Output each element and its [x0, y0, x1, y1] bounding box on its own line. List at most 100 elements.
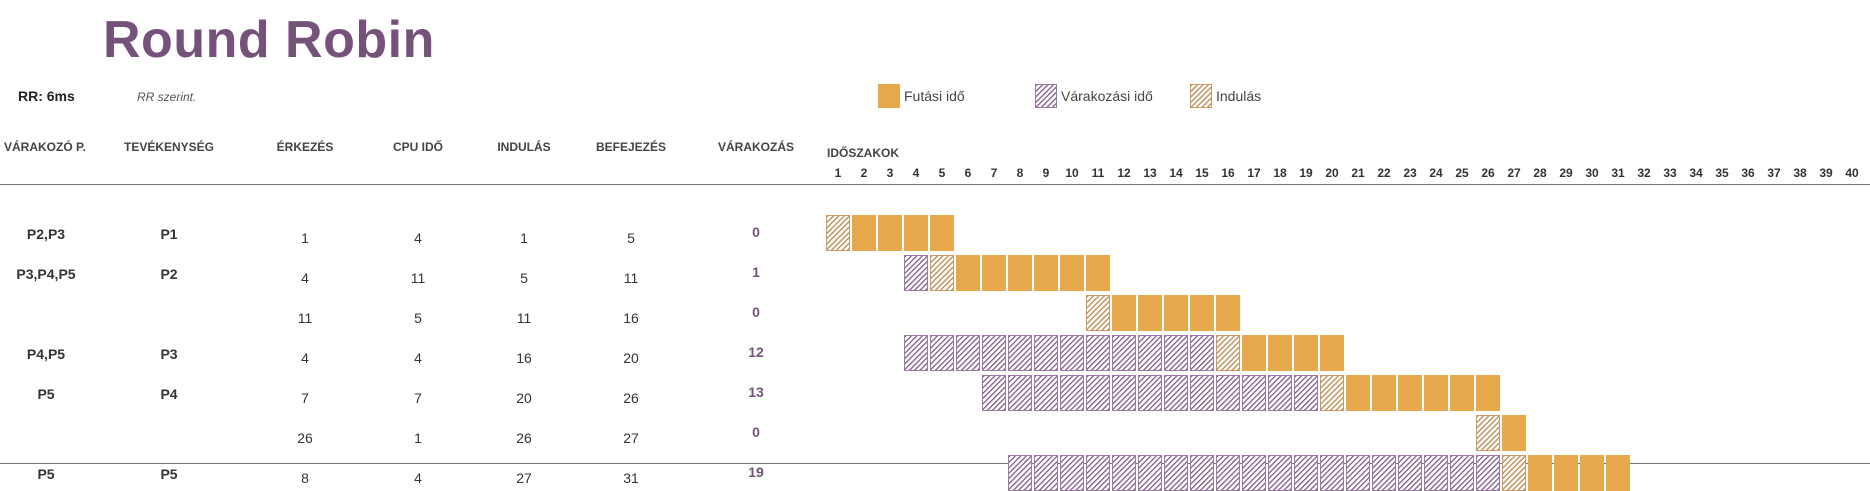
run-block — [930, 215, 954, 251]
wait-block — [1320, 455, 1344, 491]
start-block — [1216, 335, 1240, 371]
cpu-time-cell: 4 — [414, 230, 422, 246]
cpu-time-cell: 7 — [414, 390, 422, 406]
waiting-cell: 0 — [752, 224, 760, 240]
end-cell: 26 — [623, 390, 639, 406]
time-tick: 28 — [1533, 166, 1547, 180]
wait-block — [1060, 455, 1084, 491]
time-tick: 4 — [912, 166, 920, 180]
time-tick: 21 — [1351, 166, 1365, 180]
wait-block — [1242, 375, 1266, 411]
wait-block — [1164, 375, 1188, 411]
time-tick: 14 — [1169, 166, 1183, 180]
time-tick: 13 — [1143, 166, 1157, 180]
waiting-cell: 12 — [748, 344, 764, 360]
start-cell: 11 — [516, 310, 532, 326]
end-cell: 27 — [623, 430, 639, 446]
wait-block — [1034, 335, 1058, 371]
page-title: Round Robin — [103, 11, 435, 69]
legend-run-label: Futási idő — [904, 88, 965, 104]
wait-block — [1060, 375, 1084, 411]
start-cell: 16 — [516, 350, 532, 366]
wait-block — [930, 335, 954, 371]
arrival-cell: 1 — [301, 230, 309, 246]
time-tick: 25 — [1455, 166, 1469, 180]
end-cell: 5 — [627, 230, 635, 246]
time-tick: 6 — [964, 166, 972, 180]
waiting-cell: 13 — [748, 384, 764, 400]
waiting-cell: 0 — [752, 304, 760, 320]
wait-block — [1034, 375, 1058, 411]
run-block — [1060, 255, 1084, 291]
header-arrival: ÉRKEZÉS — [276, 140, 334, 154]
run-block — [956, 255, 980, 291]
run-block — [1528, 455, 1552, 491]
wait-block — [1476, 455, 1500, 491]
wait-block — [1086, 335, 1110, 371]
time-tick: 16 — [1221, 166, 1235, 180]
time-tick: 35 — [1715, 166, 1729, 180]
wait-block — [1086, 455, 1110, 491]
wait-block — [1164, 455, 1188, 491]
run-block — [1606, 455, 1630, 491]
end-cell: 31 — [623, 470, 639, 486]
time-tick: 24 — [1429, 166, 1443, 180]
wait-block — [1294, 455, 1318, 491]
run-block — [878, 215, 902, 251]
run-block — [852, 215, 876, 251]
time-tick: 22 — [1377, 166, 1391, 180]
wait-block — [1138, 455, 1162, 491]
time-tick: 3 — [886, 166, 894, 180]
run-block — [1554, 455, 1578, 491]
run-block — [1268, 335, 1292, 371]
wait-block — [1112, 335, 1136, 371]
activity-cell: P5 — [160, 466, 178, 482]
waiting-processes-cell: P5 — [37, 466, 55, 482]
legend-wait: Várakozási idő — [1035, 84, 1153, 108]
time-tick: 5 — [938, 166, 946, 180]
end-cell: 20 — [623, 350, 639, 366]
run-block — [1164, 295, 1188, 331]
waiting-processes-cell: P2,P3 — [26, 226, 66, 242]
wait-block — [982, 375, 1006, 411]
end-cell: 16 — [623, 310, 639, 326]
wait-block — [1268, 375, 1292, 411]
wait-block — [982, 335, 1006, 371]
wait-block — [1398, 455, 1422, 491]
header-activity: TEVÉKENYSÉG — [123, 140, 215, 154]
wait-block — [1138, 335, 1162, 371]
time-tick: 8 — [1016, 166, 1024, 180]
time-tick: 12 — [1117, 166, 1131, 180]
start-block — [1320, 375, 1344, 411]
wait-block — [1294, 375, 1318, 411]
legend-start-label: Indulás — [1216, 88, 1262, 104]
run-block — [1112, 295, 1136, 331]
start-cell: 26 — [516, 430, 532, 446]
start-block — [1086, 295, 1110, 331]
wait-block — [1008, 455, 1032, 491]
cpu-time-cell: 4 — [414, 470, 422, 486]
time-tick: 37 — [1767, 166, 1781, 180]
time-tick: 29 — [1559, 166, 1573, 180]
time-tick: 23 — [1403, 166, 1417, 180]
run-block — [1138, 295, 1162, 331]
time-tick: 1 — [834, 166, 842, 180]
start-block — [1502, 455, 1526, 491]
run-block — [1346, 375, 1370, 411]
time-tick: 19 — [1299, 166, 1313, 180]
start-cell: 5 — [520, 270, 528, 286]
header-end: BEFEJEZÉS — [595, 140, 667, 154]
rr-label: RR: 6ms — [18, 88, 75, 104]
wait-block — [1060, 335, 1084, 371]
run-swatch-icon — [878, 84, 900, 108]
activity-cell: P4 — [160, 386, 178, 402]
run-block — [1086, 255, 1110, 291]
legend-wait-label: Várakozási idő — [1061, 88, 1153, 104]
time-tick: 38 — [1793, 166, 1807, 180]
time-tick: 40 — [1845, 166, 1859, 180]
start-cell: 27 — [516, 470, 532, 486]
wait-block — [1372, 455, 1396, 491]
waiting-processes-cell: P4,P5 — [26, 346, 66, 362]
wait-block — [1164, 335, 1188, 371]
start-block — [1476, 415, 1500, 451]
